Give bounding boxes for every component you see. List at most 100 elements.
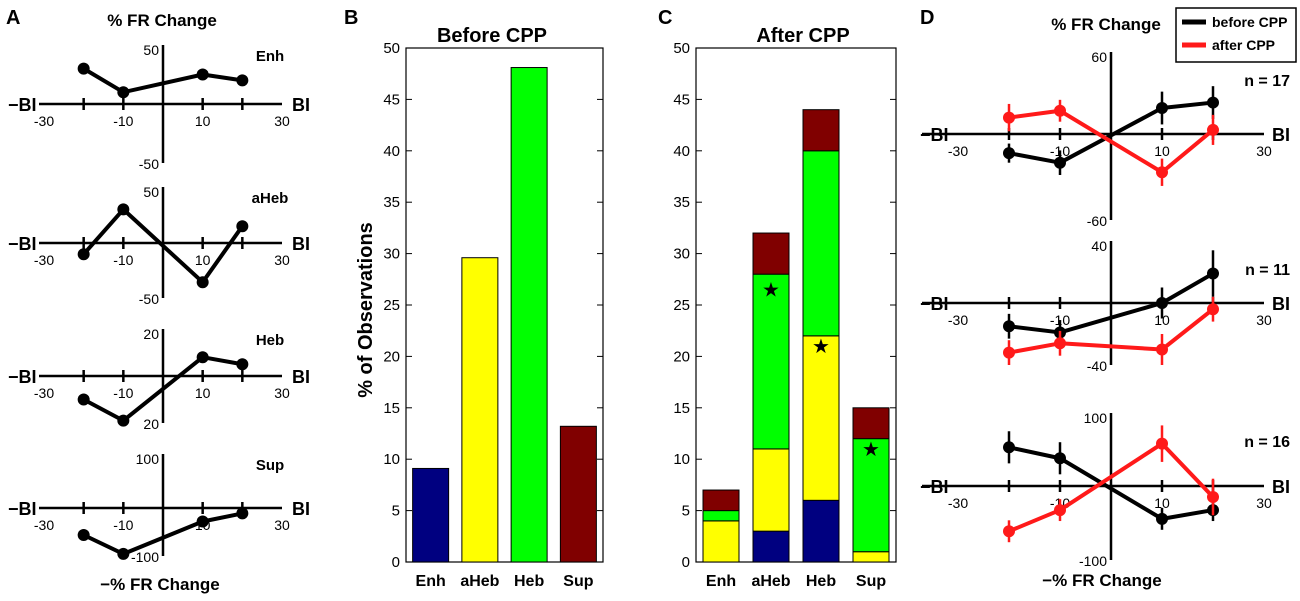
data-point [236, 507, 249, 520]
panel-c-title: After CPP [756, 25, 849, 47]
x-right-label: BI [1272, 125, 1290, 145]
data-point [1156, 166, 1168, 179]
bar-heb [510, 67, 548, 563]
data-point [1207, 123, 1219, 136]
y-tick-label: 25 [673, 297, 690, 314]
data-point [1207, 267, 1219, 280]
x-tick-label: Enh [416, 573, 446, 590]
significance-star: ★ [812, 336, 830, 358]
y-tick-label-bottom: -100 [1079, 553, 1107, 569]
y-tick-label: 30 [383, 246, 400, 263]
x-tick-label: -30 [34, 113, 54, 129]
y-tick-label: 20 [383, 348, 400, 365]
series-line-after [1008, 441, 1215, 534]
x-tick-label: Sup [856, 573, 886, 590]
bar-aheb [461, 257, 499, 563]
y-tick-label: 50 [673, 40, 690, 57]
series-line-before [1008, 100, 1214, 165]
x-right-label: BI [292, 499, 310, 519]
panel-a-line-charts: -30 -10 10 30 −BI BI 50 -50 Enh -30 -10 10 30 −BI BI 50… [8, 42, 310, 565]
y-tick-label: 35 [383, 194, 400, 211]
bar-segment-heb-heb [802, 150, 840, 337]
y-tick-label: 15 [673, 400, 690, 417]
x-tick-label: 30 [1256, 312, 1272, 328]
y-tick-label-top: 20 [143, 326, 159, 342]
y-tick-label-bottom: -60 [1087, 213, 1107, 229]
data-point [1003, 441, 1015, 454]
data-point [1054, 504, 1066, 517]
x-tick-label: Sup [563, 573, 593, 590]
x-tick-label: Heb [806, 573, 836, 590]
y-tick-label-top: 50 [143, 42, 159, 58]
series-line [82, 355, 243, 423]
panel-a-subplot-aheb: -30 -10 10 30 −BI BI 50 -50 aHeb [8, 184, 310, 307]
sample-size-label: n = 17 [1244, 73, 1290, 90]
data-point [236, 220, 249, 233]
data-point [1156, 102, 1168, 115]
panel-d-subplot-2: -30 -10 10 30 −BI BI 40 -40 n = 11 [920, 238, 1290, 374]
x-tick-label: aHeb [751, 573, 790, 590]
data-point [196, 276, 209, 289]
bar-segment-enh-aheb [702, 520, 740, 563]
x-tick-label: Heb [514, 573, 544, 590]
x-tick-label: -10 [1050, 312, 1070, 328]
data-point [1156, 512, 1168, 525]
y-tick-label: 50 [383, 40, 400, 57]
x-tick-label: 10 [195, 252, 211, 268]
sample-size-label: n = 16 [1244, 434, 1290, 451]
data-point [1156, 343, 1168, 356]
x-tick-label: 30 [274, 252, 290, 268]
data-point [1054, 156, 1066, 169]
data-point [77, 248, 90, 261]
x-left-label: −BI [920, 477, 949, 497]
y-tick-label: 45 [673, 91, 690, 108]
series-line [82, 66, 243, 95]
series-line-before [1008, 445, 1214, 521]
x-tick-label: 10 [195, 113, 211, 129]
x-tick-label: -30 [34, 252, 54, 268]
y-tick-label-top: 100 [136, 451, 160, 467]
data-point [1207, 490, 1219, 503]
bar-segment-sup-sup [852, 407, 890, 440]
bar-segment-sup-aheb [852, 551, 890, 563]
bar-segment-aheb-sup [752, 232, 790, 275]
bar-segment-aheb-aheb [752, 448, 790, 532]
panel-a-subplot-heb: -30 -10 10 30 −BI BI 20 20 Heb [8, 326, 310, 432]
data-point [1054, 337, 1066, 350]
bar-segment-heb-aheb [802, 335, 840, 501]
x-tick-label: 10 [1154, 495, 1170, 511]
data-point [117, 414, 130, 427]
y-tick-label: 10 [383, 451, 400, 468]
x-right-label: BI [292, 367, 310, 387]
data-point [196, 351, 209, 364]
x-tick-label: aHeb [460, 573, 499, 590]
y-tick-label: 5 [392, 503, 400, 520]
x-tick-label: Enh [706, 573, 736, 590]
y-tick-label: 20 [673, 348, 690, 365]
subplot-name: aHeb [252, 190, 289, 207]
panel-b-ylabel: % of Observations [355, 222, 377, 398]
data-point [196, 515, 209, 528]
x-tick-label: -30 [948, 143, 968, 159]
x-tick-label: 30 [274, 385, 290, 401]
series-line [82, 207, 244, 285]
data-point [1054, 104, 1066, 117]
legend-after-label: after CPP [1212, 37, 1275, 53]
data-point [1054, 452, 1066, 465]
subplot-name: Sup [256, 457, 284, 474]
significance-star: ★ [862, 439, 880, 461]
bar-segment-heb-sup [802, 109, 840, 152]
bar-segment-enh-sup [702, 489, 740, 512]
sample-size-label: n = 11 [1245, 262, 1290, 279]
x-tick-label: -10 [113, 517, 133, 533]
data-point [236, 358, 249, 371]
subplot-name: Enh [256, 48, 284, 65]
data-point [1003, 525, 1015, 538]
data-point [77, 393, 90, 406]
panel-label-a: A [6, 7, 20, 29]
x-tick-label: 30 [1256, 495, 1272, 511]
x-tick-label: -10 [113, 252, 133, 268]
